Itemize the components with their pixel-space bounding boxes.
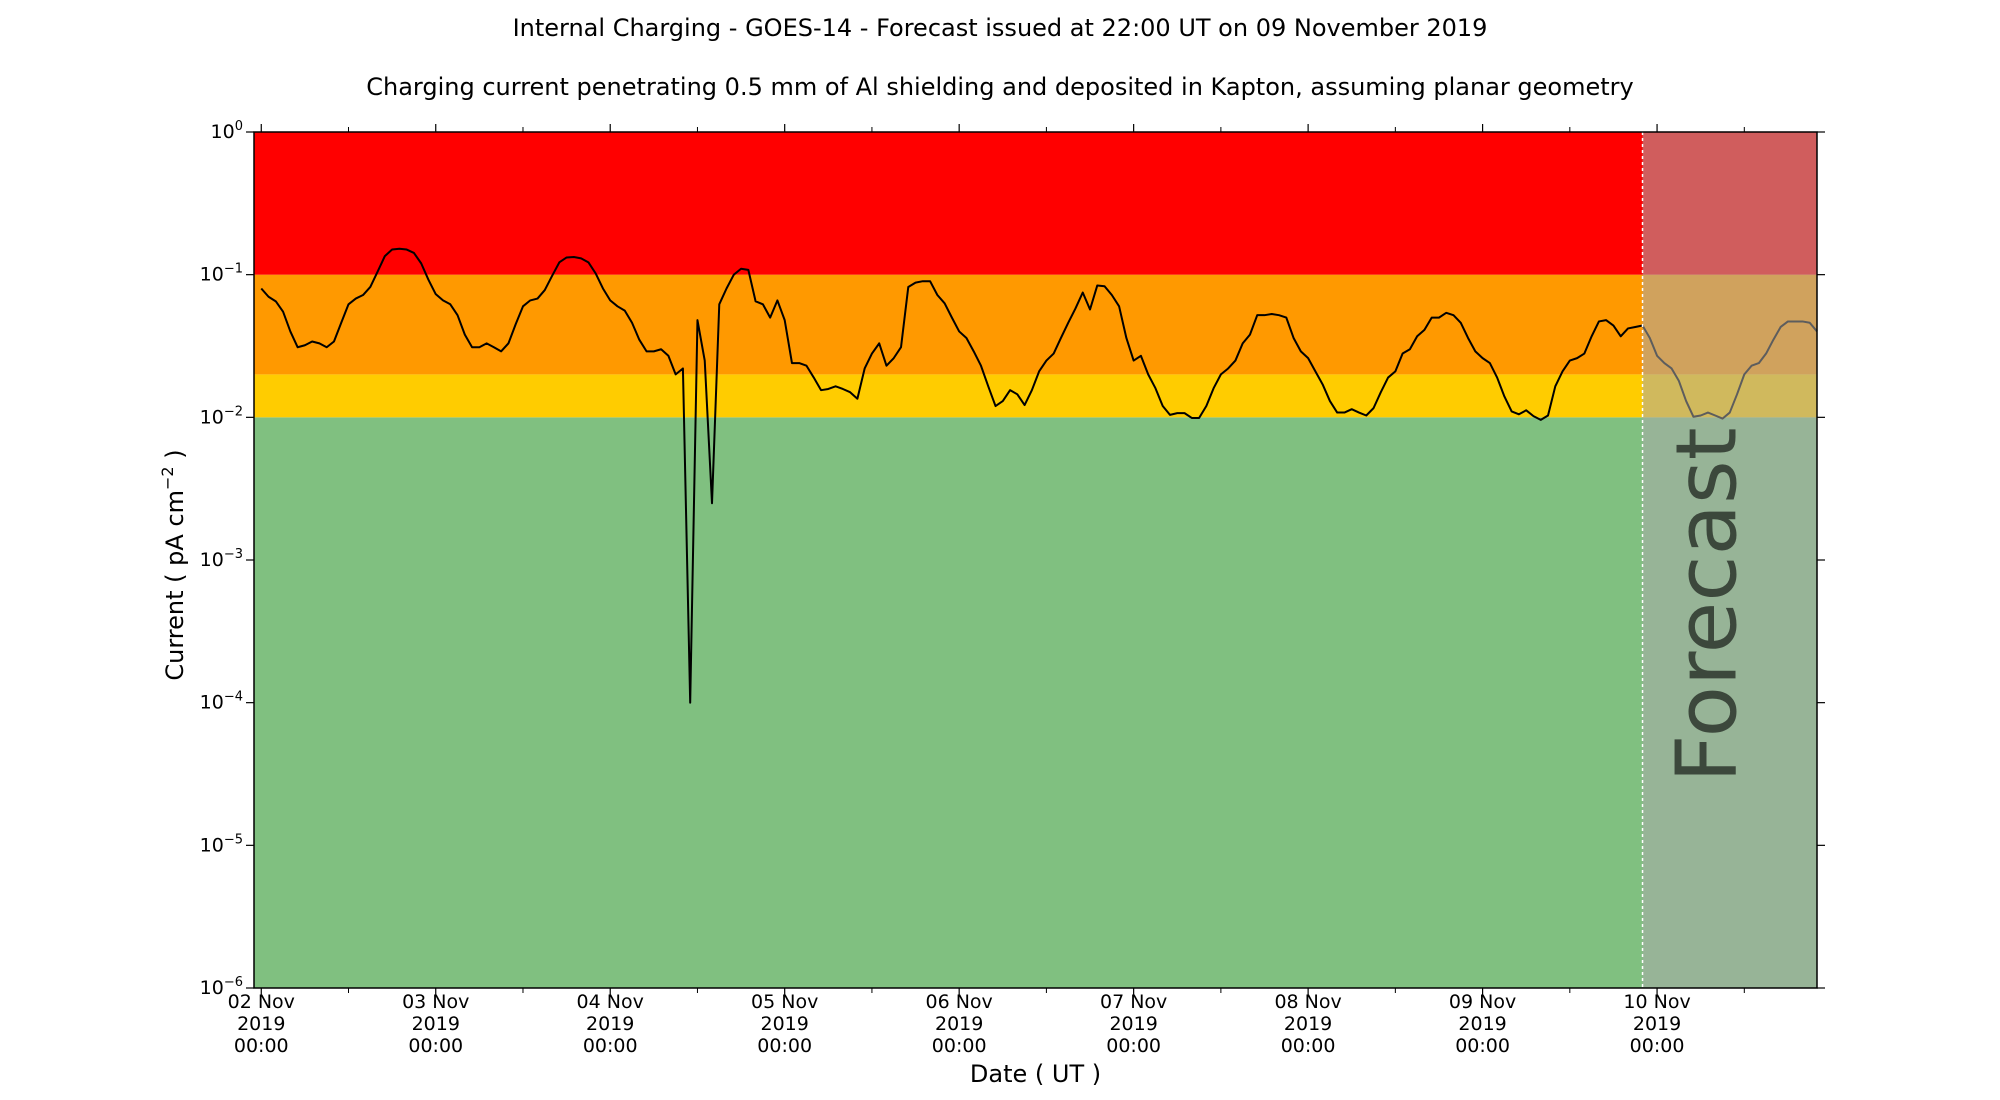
x-tick-label: 2019 — [1284, 1013, 1332, 1035]
x-tick-label: 00:00 — [1106, 1035, 1161, 1057]
x-tick-label: 00:00 — [408, 1035, 463, 1057]
y-tick-label: 10−3 — [200, 547, 243, 571]
x-tick-label: 00:00 — [757, 1035, 812, 1057]
y-tick-label: 10−6 — [200, 975, 243, 999]
x-tick-label: 00:00 — [583, 1035, 638, 1057]
axis-labels: Date ( UT ) Current ( pA cm−2 ) — [158, 449, 1101, 1088]
x-tick-label: 08 Nov — [1274, 991, 1341, 1013]
forecast-overlay — [1642, 132, 1817, 988]
x-tick-label: 2019 — [586, 1013, 634, 1035]
x-tick-label: 04 Nov — [577, 991, 644, 1013]
y-axis-label: Current ( pA cm−2 ) — [158, 449, 189, 680]
x-tick-label: 00:00 — [1630, 1035, 1685, 1057]
series-line-0 — [260, 247, 1818, 704]
x-tick-label: 07 Nov — [1100, 991, 1167, 1013]
x-tick-label: 2019 — [237, 1013, 285, 1035]
x-tick-label: 2019 — [935, 1013, 983, 1035]
chart-title: Internal Charging - GOES-14 - Forecast i… — [512, 14, 1488, 42]
x-tick-label: 06 Nov — [926, 991, 993, 1013]
x-tick-label: 00:00 — [932, 1035, 987, 1057]
y-tick-label: 10−5 — [200, 832, 243, 856]
x-tick-label: 2019 — [761, 1013, 809, 1035]
x-tick-label: 2019 — [1109, 1013, 1157, 1035]
y-tick-label: 10−4 — [200, 690, 243, 714]
x-tick-label: 03 Nov — [402, 991, 469, 1013]
x-tick-label: 2019 — [1458, 1013, 1506, 1035]
x-tick-label: 00:00 — [234, 1035, 289, 1057]
y-tick-label: 10−1 — [200, 262, 243, 286]
x-axis-label: Date ( UT ) — [970, 1060, 1101, 1088]
band-2 — [254, 274, 1817, 375]
x-tick-label: 2019 — [412, 1013, 460, 1035]
x-tick-label: 05 Nov — [751, 991, 818, 1013]
risk-bands — [254, 132, 1817, 988]
chart-subtitle: Charging current penetrating 0.5 mm of A… — [366, 73, 1634, 101]
x-tick-label: 00:00 — [1455, 1035, 1510, 1057]
x-tick-label: 09 Nov — [1449, 991, 1516, 1013]
band-0 — [254, 417, 1817, 988]
y-tick-label: 100 — [211, 119, 243, 143]
forecast-label: Forecast — [1658, 427, 1756, 782]
forecast-region: Forecast — [1641, 132, 1817, 988]
current-series — [260, 247, 1818, 704]
y-tick-label: 10−2 — [200, 404, 243, 428]
x-tick-label: 00:00 — [1281, 1035, 1336, 1057]
x-tick-label: 10 Nov — [1623, 991, 1690, 1013]
x-tick-label: 02 Nov — [228, 991, 295, 1013]
x-tick-label: 2019 — [1633, 1013, 1681, 1035]
band-3 — [254, 132, 1817, 275]
